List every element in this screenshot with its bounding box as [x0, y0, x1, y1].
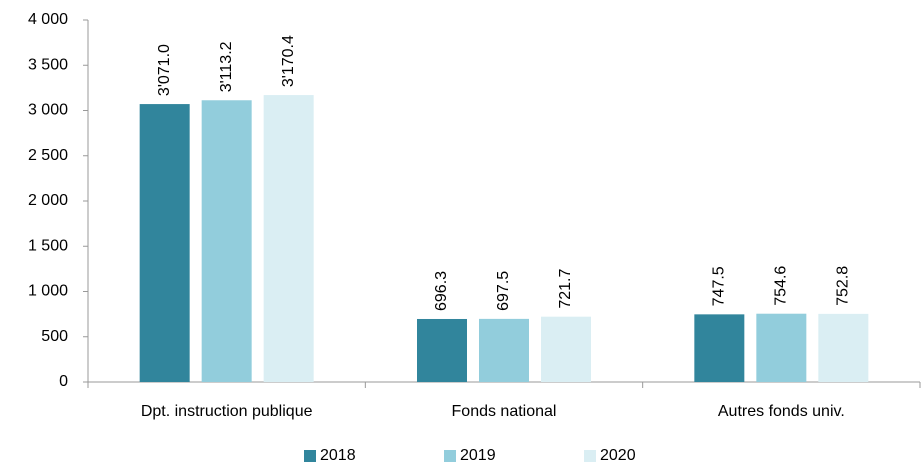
- value-label: 3'113.2: [218, 41, 235, 92]
- bar: [541, 316, 591, 382]
- value-label: 3'071.0: [156, 44, 173, 96]
- bar: [417, 318, 467, 382]
- legend-swatch: [584, 450, 596, 462]
- value-label: 747.5: [711, 266, 728, 306]
- value-label: 696.3: [433, 271, 450, 311]
- legend-label: 2019: [460, 447, 496, 464]
- bar: [139, 104, 190, 383]
- value-label: 3'170.4: [280, 35, 297, 87]
- x-tick-label: Autres fonds univ.: [718, 403, 845, 420]
- y-tick-label: 500: [41, 328, 68, 345]
- y-tick-label: 3 000: [28, 102, 68, 119]
- y-tick-label: 1 000: [28, 283, 68, 300]
- legend-label: 2018: [320, 447, 356, 464]
- y-tick-label: 4 000: [28, 11, 68, 28]
- bar: [263, 95, 314, 382]
- y-tick-label: 3 500: [28, 56, 68, 73]
- bar: [756, 313, 807, 382]
- legend-label: 2020: [600, 447, 636, 464]
- legend-swatch: [444, 450, 456, 462]
- x-tick-label: Fonds national: [452, 403, 557, 420]
- legend-swatch: [304, 450, 316, 462]
- y-tick-label: 0: [59, 373, 68, 390]
- bar: [818, 313, 869, 382]
- y-tick-label: 1 500: [28, 237, 68, 254]
- bar: [694, 314, 745, 382]
- y-tick-label: 2 000: [28, 192, 68, 209]
- x-tick-label: Dpt. instruction publique: [141, 403, 313, 420]
- y-tick-label: 2 500: [28, 147, 68, 164]
- bar: [201, 100, 252, 382]
- value-label: 721.7: [557, 269, 574, 309]
- value-label: 752.8: [835, 266, 852, 306]
- value-label: 697.5: [495, 271, 512, 311]
- bar: [479, 318, 529, 382]
- value-label: 754.6: [773, 266, 790, 306]
